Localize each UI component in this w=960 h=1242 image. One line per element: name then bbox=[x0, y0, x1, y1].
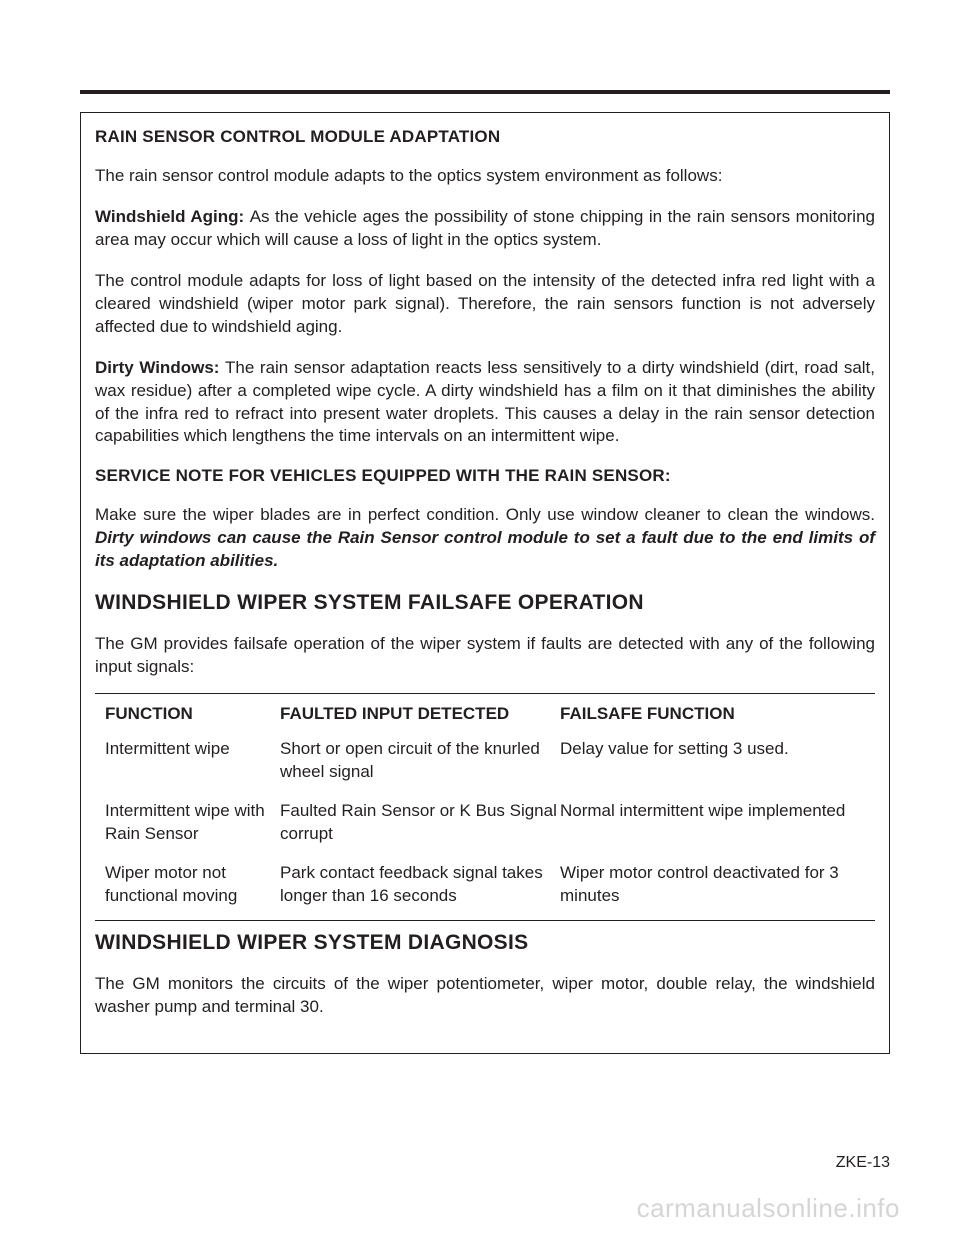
paragraph-failsafe-intro: The GM provides failsafe operation of th… bbox=[95, 633, 875, 679]
document-page: RAIN SENSOR CONTROL MODULE ADAPTATION Th… bbox=[0, 0, 960, 1242]
paragraph-diagnosis: The GM monitors the circuits of the wipe… bbox=[95, 973, 875, 1019]
failsafe-table: FUNCTION FAULTED INPUT DETECTED FAILSAFE… bbox=[95, 693, 875, 921]
cell-failsafe: Delay value for setting 3 used. bbox=[560, 738, 865, 784]
content-frame: RAIN SENSOR CONTROL MODULE ADAPTATION Th… bbox=[80, 112, 890, 1054]
table-header-function: FUNCTION bbox=[105, 704, 280, 724]
cell-faulted: Short or open circuit of the knurled whe… bbox=[280, 738, 560, 784]
table-header-failsafe: FAILSAFE FUNCTION bbox=[560, 704, 865, 724]
page-number: ZKE-13 bbox=[836, 1154, 890, 1172]
table-row: Wiper motor not functional moving Park c… bbox=[105, 862, 865, 908]
paragraph-intro: The rain sensor control module adapts to… bbox=[95, 165, 875, 188]
cell-faulted: Park contact feedback signal takes longe… bbox=[280, 862, 560, 908]
table-header-row: FUNCTION FAULTED INPUT DETECTED FAILSAFE… bbox=[105, 704, 865, 724]
paragraph-service-note: Make sure the wiper blades are in perfec… bbox=[95, 504, 875, 573]
paragraph-light-loss: The control module adapts for loss of li… bbox=[95, 270, 875, 339]
heading-adaptation: RAIN SENSOR CONTROL MODULE ADAPTATION bbox=[95, 127, 875, 147]
cell-function: Wiper motor not functional moving bbox=[105, 862, 280, 908]
lead-dirty-windows: Dirty Windows: bbox=[95, 358, 225, 377]
service-note-b: Dirty windows can cause the Rain Sensor … bbox=[95, 528, 875, 570]
cell-failsafe: Wiper motor control deactivated for 3 mi… bbox=[560, 862, 865, 908]
heading-failsafe: WINDSHIELD WIPER SYSTEM FAILSAFE OPERATI… bbox=[95, 591, 875, 615]
heading-service-note: SERVICE NOTE FOR VEHICLES EQUIPPED WITH … bbox=[95, 466, 875, 486]
paragraph-dirty-windows: Dirty Windows: The rain sensor adaptatio… bbox=[95, 357, 875, 449]
cell-function: Intermittent wipe bbox=[105, 738, 280, 784]
service-note-a: Make sure the wiper blades are in perfec… bbox=[95, 505, 875, 524]
cell-faulted: Faulted Rain Sensor or K Bus Signal corr… bbox=[280, 800, 560, 846]
table-row: Intermittent wipe Short or open circuit … bbox=[105, 738, 865, 784]
lead-windshield-aging: Windshield Aging: bbox=[95, 207, 250, 226]
cell-failsafe: Normal intermittent wipe implemented bbox=[560, 800, 865, 846]
cell-function: Intermittent wipe with Rain Sensor bbox=[105, 800, 280, 846]
paragraph-windshield-aging: Windshield Aging: As the vehicle ages th… bbox=[95, 206, 875, 252]
top-rule bbox=[80, 90, 890, 94]
watermark: carmanualsonline.info bbox=[637, 1193, 900, 1224]
table-row: Intermittent wipe with Rain Sensor Fault… bbox=[105, 800, 865, 846]
table-header-faulted: FAULTED INPUT DETECTED bbox=[280, 704, 560, 724]
heading-diagnosis: WINDSHIELD WIPER SYSTEM DIAGNOSIS bbox=[95, 931, 875, 955]
